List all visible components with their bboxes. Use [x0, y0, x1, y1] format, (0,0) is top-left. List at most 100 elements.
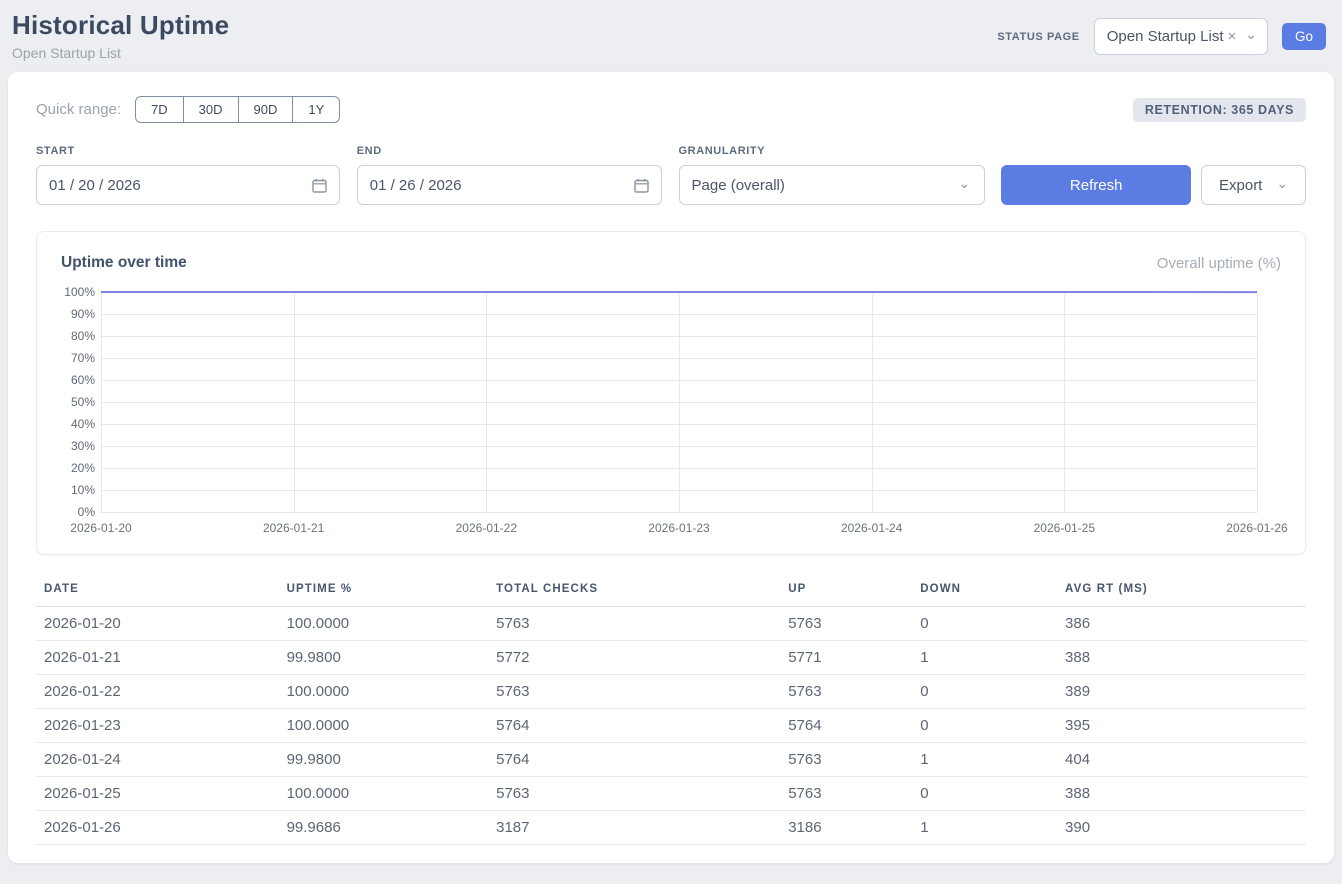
- table-cell: 5763: [488, 675, 780, 709]
- export-button[interactable]: Export ⌄: [1201, 165, 1306, 205]
- y-tick-label: 90%: [71, 307, 95, 321]
- start-date-label: START: [36, 145, 340, 157]
- table-cell: 2026-01-23: [36, 709, 279, 743]
- table-cell: 100.0000: [279, 709, 489, 743]
- table-cell: 1: [912, 743, 1057, 777]
- chevron-down-icon: ⌄: [959, 179, 971, 187]
- table-cell: 5764: [488, 743, 780, 777]
- column-header: DATE: [36, 577, 279, 607]
- y-tick-label: 50%: [71, 395, 95, 409]
- uptime-table: DATEUPTIME %TOTAL CHECKSUPDOWNAVG RT (MS…: [36, 577, 1306, 845]
- table-row: 2026-01-20100.0000576357630386: [36, 607, 1306, 641]
- chart-legend: Overall uptime (%): [1157, 255, 1281, 272]
- table-cell: 2026-01-26: [36, 811, 279, 845]
- granularity-label: GRANULARITY: [679, 145, 986, 157]
- table-cell: 5763: [488, 607, 780, 641]
- status-page-label: STATUS PAGE: [997, 31, 1079, 43]
- table-cell: 5764: [488, 709, 780, 743]
- table-cell: 1: [912, 641, 1057, 675]
- x-tick-label: 2026-01-26: [1226, 521, 1287, 535]
- granularity-selected-value: Page (overall): [692, 177, 785, 194]
- table-row: 2026-01-25100.0000576357630388: [36, 777, 1306, 811]
- table-header-row: DATEUPTIME %TOTAL CHECKSUPDOWNAVG RT (MS…: [36, 577, 1306, 607]
- topbar-right: STATUS PAGE Open Startup List × ⌄ Go: [997, 18, 1326, 55]
- start-date-value: 01 / 20 / 2026: [49, 177, 141, 194]
- refresh-button[interactable]: Refresh: [1001, 165, 1191, 205]
- x-tick-label: 2026-01-22: [456, 521, 517, 535]
- topbar: Historical Uptime Open Startup List STAT…: [0, 0, 1342, 68]
- chevron-down-icon: ⌄: [1276, 179, 1288, 187]
- chevron-down-icon: ⌄: [1245, 30, 1257, 38]
- quick-range-7d-button[interactable]: 7D: [135, 96, 184, 123]
- y-tick-label: 20%: [71, 461, 95, 475]
- start-date-field: START 01 / 20 / 2026: [36, 145, 340, 205]
- granularity-select[interactable]: Page (overall) ⌄: [679, 165, 986, 205]
- x-tick-label: 2026-01-23: [648, 521, 709, 535]
- table-cell: 1: [912, 811, 1057, 845]
- export-button-label: Export: [1219, 177, 1262, 194]
- table-cell: 390: [1057, 811, 1306, 845]
- x-tick-label: 2026-01-24: [841, 521, 902, 535]
- table-cell: 100.0000: [279, 675, 489, 709]
- table-row: 2026-01-2199.9800577257711388: [36, 641, 1306, 675]
- column-header: UP: [780, 577, 912, 607]
- x-tick-label: 2026-01-20: [70, 521, 131, 535]
- clear-selection-icon[interactable]: ×: [1227, 28, 1236, 45]
- table-cell: 5763: [780, 743, 912, 777]
- table-cell: 5771: [780, 641, 912, 675]
- title-block: Historical Uptime Open Startup List: [12, 10, 229, 61]
- chart-x-axis: 2026-01-202026-01-212026-01-222026-01-23…: [101, 512, 1257, 536]
- x-tick-label: 2026-01-25: [1034, 521, 1095, 535]
- end-date-field: END 01 / 26 / 2026: [357, 145, 662, 205]
- quick-range-90d-button[interactable]: 90D: [238, 96, 294, 123]
- y-tick-label: 30%: [71, 439, 95, 453]
- table-row: 2026-01-22100.0000576357630389: [36, 675, 1306, 709]
- table-cell: 404: [1057, 743, 1306, 777]
- table-cell: 388: [1057, 777, 1306, 811]
- go-button[interactable]: Go: [1282, 23, 1326, 50]
- chart-plot-area: [101, 292, 1257, 512]
- table-cell: 2026-01-21: [36, 641, 279, 675]
- end-date-input[interactable]: 01 / 26 / 2026: [357, 165, 662, 205]
- y-tick-label: 10%: [71, 483, 95, 497]
- column-header: AVG RT (MS): [1057, 577, 1306, 607]
- table-cell: 395: [1057, 709, 1306, 743]
- table-cell: 5763: [780, 675, 912, 709]
- table-cell: 2026-01-22: [36, 675, 279, 709]
- calendar-icon[interactable]: [634, 178, 649, 193]
- end-date-value: 01 / 26 / 2026: [370, 177, 462, 194]
- chart-header: Uptime over time Overall uptime (%): [61, 254, 1281, 272]
- y-tick-label: 40%: [71, 417, 95, 431]
- table-cell: 0: [912, 777, 1057, 811]
- table-cell: 3187: [488, 811, 780, 845]
- table-cell: 386: [1057, 607, 1306, 641]
- y-tick-label: 100%: [64, 285, 95, 299]
- quick-range-30d-button[interactable]: 30D: [183, 96, 239, 123]
- table-cell: 99.9800: [279, 641, 489, 675]
- start-date-input[interactable]: 01 / 20 / 2026: [36, 165, 340, 205]
- status-page-select[interactable]: Open Startup List × ⌄: [1094, 18, 1268, 55]
- page-subtitle: Open Startup List: [12, 45, 229, 61]
- table-cell: 2026-01-20: [36, 607, 279, 641]
- uptime-line-layer: [101, 292, 1257, 512]
- quick-range-1y-button[interactable]: 1Y: [292, 96, 340, 123]
- table-cell: 3186: [780, 811, 912, 845]
- table-header: DATEUPTIME %TOTAL CHECKSUPDOWNAVG RT (MS…: [36, 577, 1306, 607]
- table-cell: 5763: [780, 607, 912, 641]
- table-cell: 2026-01-24: [36, 743, 279, 777]
- table-row: 2026-01-23100.0000576457640395: [36, 709, 1306, 743]
- table-cell: 100.0000: [279, 607, 489, 641]
- x-tick-label: 2026-01-21: [263, 521, 324, 535]
- table-cell: 388: [1057, 641, 1306, 675]
- table-cell: 0: [912, 709, 1057, 743]
- chart-y-axis: 100%90%80%70%60%50%40%30%20%10%0%: [61, 292, 101, 512]
- chart-card: Uptime over time Overall uptime (%) 100%…: [36, 231, 1306, 555]
- table-cell: 0: [912, 675, 1057, 709]
- chart-title: Uptime over time: [61, 254, 187, 272]
- table-cell: 5764: [780, 709, 912, 743]
- calendar-icon[interactable]: [312, 178, 327, 193]
- retention-badge: RETENTION: 365 DAYS: [1133, 98, 1306, 122]
- quick-range-label: Quick range:: [36, 101, 121, 118]
- granularity-field: GRANULARITY Page (overall) ⌄: [679, 145, 986, 205]
- column-header: DOWN: [912, 577, 1057, 607]
